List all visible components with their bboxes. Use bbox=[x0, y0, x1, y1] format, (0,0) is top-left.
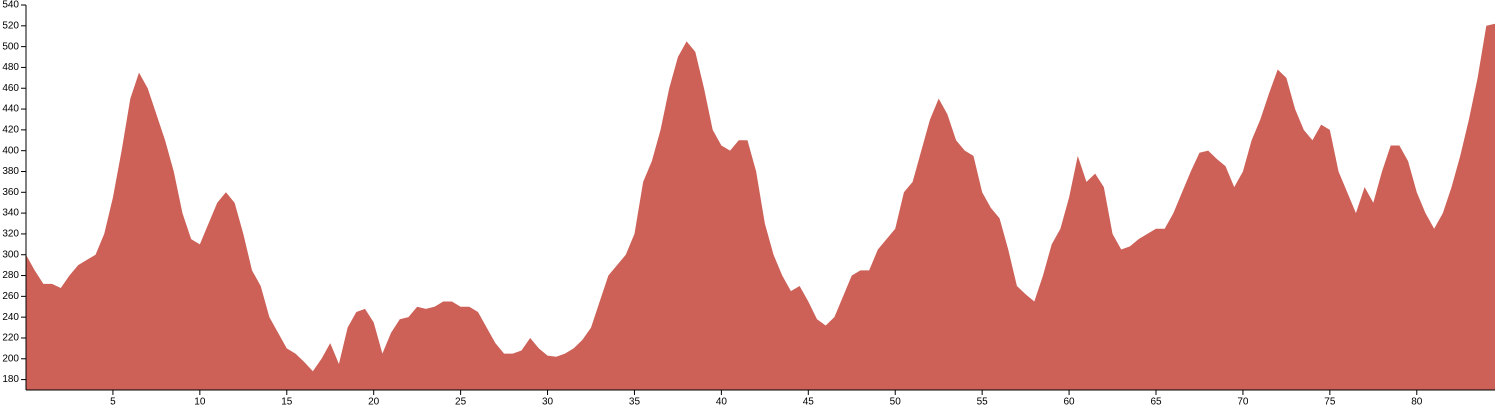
y-tick-label: 500 bbox=[2, 41, 19, 52]
y-tick-label: 280 bbox=[2, 270, 19, 281]
y-tick-label: 380 bbox=[2, 166, 19, 177]
x-tick-label: 50 bbox=[890, 397, 902, 408]
x-tick-label: 5 bbox=[110, 397, 116, 408]
y-tick-label: 520 bbox=[2, 20, 19, 31]
x-tick-label: 30 bbox=[542, 397, 554, 408]
x-tick-label: 80 bbox=[1411, 397, 1423, 408]
x-tick-label: 20 bbox=[368, 397, 380, 408]
y-tick-label: 440 bbox=[2, 104, 19, 115]
y-tick-label: 460 bbox=[2, 83, 19, 94]
x-tick-label: 25 bbox=[455, 397, 467, 408]
y-tick-label: 200 bbox=[2, 353, 19, 364]
y-tick-label: 300 bbox=[2, 249, 19, 260]
y-tick-label: 540 bbox=[2, 0, 19, 11]
y-tick-label: 340 bbox=[2, 208, 19, 219]
y-tick-label: 240 bbox=[2, 312, 19, 323]
x-tick-label: 45 bbox=[803, 397, 815, 408]
y-tick-label: 480 bbox=[2, 62, 19, 73]
x-tick-label: 75 bbox=[1324, 397, 1336, 408]
x-tick-label: 60 bbox=[1064, 397, 1076, 408]
x-tick-label: 10 bbox=[194, 397, 206, 408]
y-tick-label: 320 bbox=[2, 229, 19, 240]
x-tick-label: 70 bbox=[1237, 397, 1249, 408]
y-tick-label: 220 bbox=[2, 333, 19, 344]
y-tick-label: 260 bbox=[2, 291, 19, 302]
x-tick-label: 65 bbox=[1150, 397, 1162, 408]
x-tick-label: 55 bbox=[977, 397, 989, 408]
y-tick-label: 360 bbox=[2, 187, 19, 198]
elevation-area bbox=[26, 23, 1495, 390]
y-tick-label: 400 bbox=[2, 145, 19, 156]
x-tick-label: 40 bbox=[716, 397, 728, 408]
x-tick-label: 15 bbox=[281, 397, 293, 408]
y-tick-label: 180 bbox=[2, 374, 19, 385]
y-tick-label: 420 bbox=[2, 125, 19, 136]
x-tick-label: 35 bbox=[629, 397, 641, 408]
